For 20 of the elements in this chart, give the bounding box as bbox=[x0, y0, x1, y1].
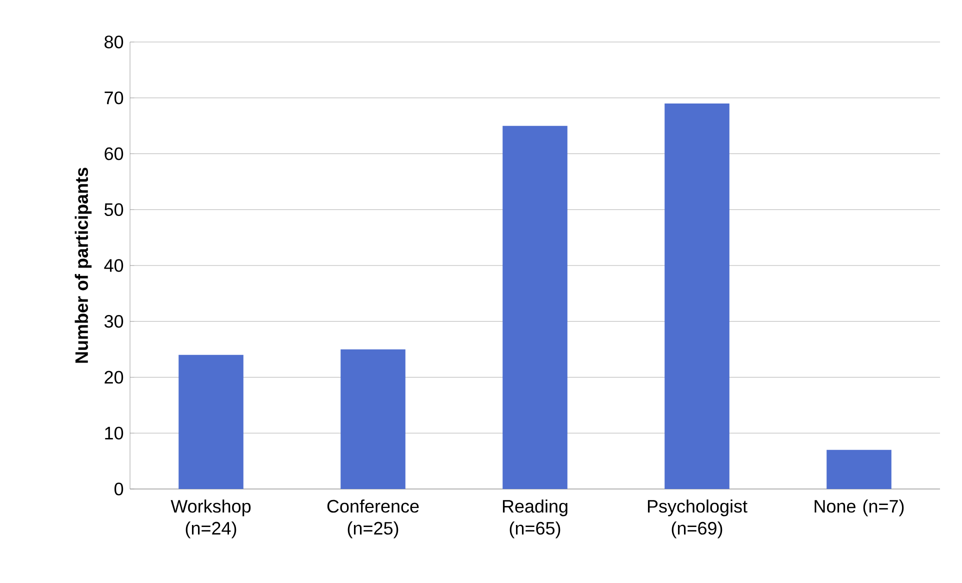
bar bbox=[178, 354, 244, 489]
x-tick-label: Psychologist (n=69) bbox=[648, 499, 748, 538]
bar bbox=[502, 126, 568, 489]
y-tick-label: 70 bbox=[104, 92, 124, 104]
y-tick-label: 50 bbox=[104, 203, 124, 216]
x-tick-label: Conference (n=25) bbox=[327, 499, 419, 538]
bar bbox=[664, 103, 730, 489]
y-tick-label: 0 bbox=[114, 482, 124, 496]
y-tick-label: 40 bbox=[104, 259, 124, 272]
x-tick-label: Reading (n=65) bbox=[502, 499, 568, 538]
y-tick-label: 80 bbox=[104, 36, 124, 48]
y-tick-label: 20 bbox=[104, 370, 124, 384]
y-tick-label: 10 bbox=[105, 426, 124, 440]
y-tick-label: 30 bbox=[104, 315, 124, 328]
x-tick-label: Workshop (n=24) bbox=[170, 499, 251, 538]
y-axis-title: Number of participants bbox=[74, 168, 92, 363]
bar bbox=[340, 349, 406, 489]
y-tick-label: 60 bbox=[104, 147, 124, 160]
x-tick-label: None (n=7) bbox=[814, 499, 904, 516]
bar bbox=[826, 450, 892, 489]
